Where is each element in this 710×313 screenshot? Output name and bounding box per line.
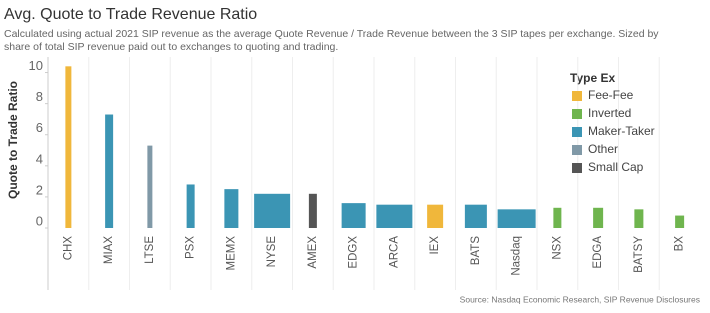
y-tick-label: 2 [36,182,43,197]
x-tick-label: BX [674,236,686,252]
legend-label: Inverted [588,106,631,120]
x-tick-label: NYSE [266,236,278,268]
x-tick-label: NSX [551,236,563,260]
chart-title: Avg. Quote to Trade Revenue Ratio [4,6,257,23]
y-axis-label: Quote to Trade Ratio [6,81,20,199]
y-tick-label: 0 [36,213,43,228]
bar [105,114,114,228]
bar [147,145,153,228]
x-tick-label: EDGA [592,236,604,269]
y-tick-label: 10 [29,58,43,73]
bar [634,209,644,228]
x-tick-label: ARCA [388,236,400,268]
x-tick-label: LTSE [144,236,156,264]
bar [308,193,317,228]
legend-swatch [572,127,582,137]
bar [675,215,685,228]
legend-label: Small Cap [588,160,644,174]
x-tick-label: CHX [62,236,74,261]
y-tick-label: 8 [36,89,43,104]
x-tick-label: BATS [470,236,482,266]
bar [593,207,604,228]
bar [186,184,195,228]
bar [341,203,366,228]
x-tick-label: PSX [185,236,197,259]
bar [65,66,72,228]
legend-title: Type Ex [570,71,615,85]
bar [224,189,239,228]
subtitle: share of total SIP revenue paid out to e… [4,41,338,53]
source: Source: Nasdaq Economic Research, SIP Re… [460,294,700,304]
bar [254,193,291,228]
x-tick-label: EDGX [348,236,360,269]
x-tick-label: MIAX [103,236,115,264]
y-tick-label: 4 [36,151,43,166]
legend-label: Other [588,142,618,156]
x-tick-label: MEMX [225,236,237,271]
x-tick-label: IEX [429,236,441,255]
bar [464,204,487,228]
bar [553,207,562,228]
x-tick-label: Nasdaq [511,236,523,276]
bar [497,209,536,228]
legend-swatch [572,163,582,173]
legend-label: Fee-Fee [588,88,634,102]
bar [376,204,413,228]
legend-swatch [572,145,582,155]
legend-label: Maker-Taker [588,124,655,138]
y-tick-label: 6 [36,120,43,135]
x-tick-label: AMEX [307,236,319,269]
x-tick-label: BATSY [633,236,645,273]
bar [427,204,444,228]
subtitle: Calculated using actual 2021 SIP revenue… [4,28,659,40]
legend-swatch [572,109,582,119]
legend-swatch [572,91,582,101]
